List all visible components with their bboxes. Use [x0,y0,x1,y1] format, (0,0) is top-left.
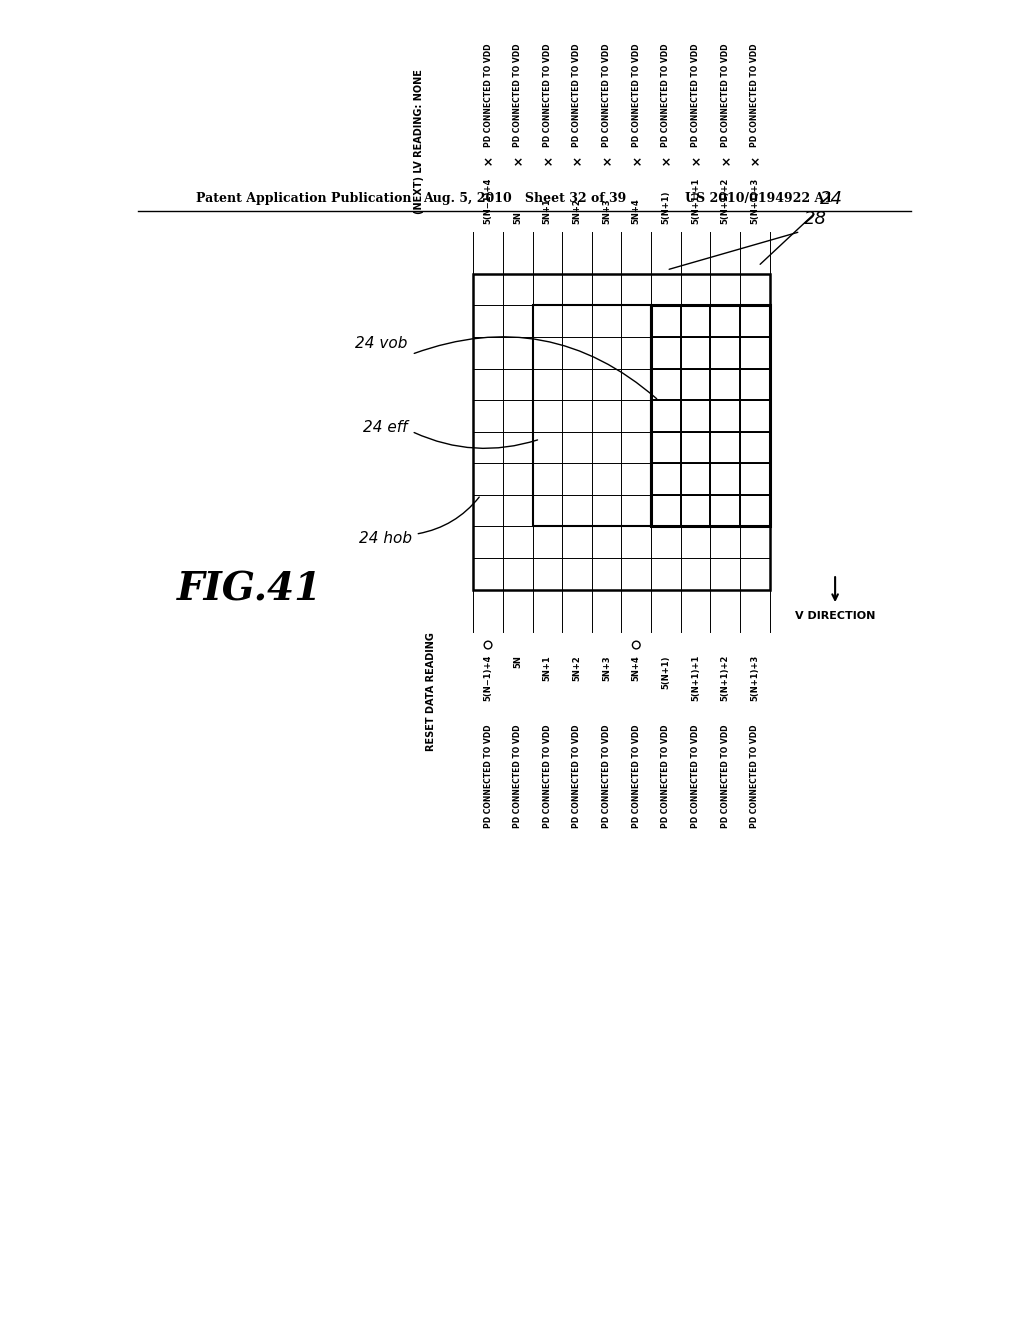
Text: 5(N−1)+4: 5(N−1)+4 [483,177,493,224]
Text: 5(N+1)+1: 5(N+1)+1 [691,655,700,701]
Bar [473,275,770,590]
Text: 5N: 5N [513,211,522,224]
Text: 5N+3: 5N+3 [602,198,611,224]
Bar [651,305,770,527]
Text: 5N+1: 5N+1 [543,198,552,224]
Text: PD CONNECTED TO VDD: PD CONNECTED TO VDD [751,44,760,147]
Text: 5N+1: 5N+1 [543,655,552,681]
Text: PD CONNECTED TO VDD: PD CONNECTED TO VDD [543,725,552,828]
Text: ×: × [660,156,671,169]
Text: 24 vob: 24 vob [355,335,408,351]
Text: Patent Application Publication: Patent Application Publication [196,191,412,205]
Text: ×: × [690,156,700,169]
Text: 5(N+1)+1: 5(N+1)+1 [691,177,700,224]
Text: 5(N+1): 5(N+1) [662,190,671,224]
Text: PD CONNECTED TO VDD: PD CONNECTED TO VDD [483,725,493,828]
Text: (NEXT) LV READING: NONE: (NEXT) LV READING: NONE [415,69,424,214]
Text: ×: × [720,156,730,169]
Bar [532,305,651,527]
Text: RESET DATA READING: RESET DATA READING [426,632,436,751]
Text: PD CONNECTED TO VDD: PD CONNECTED TO VDD [602,725,611,828]
Text: 24 hob: 24 hob [358,531,412,545]
Text: ×: × [750,156,760,169]
Text: US 2010/0194922 A1: US 2010/0194922 A1 [685,191,833,205]
Text: PD CONNECTED TO VDD: PD CONNECTED TO VDD [721,44,730,147]
Text: 5(N+1)+3: 5(N+1)+3 [751,178,760,224]
Text: PD CONNECTED TO VDD: PD CONNECTED TO VDD [691,725,700,828]
Text: PD CONNECTED TO VDD: PD CONNECTED TO VDD [662,725,671,828]
Text: PD CONNECTED TO VDD: PD CONNECTED TO VDD [513,44,522,147]
Text: ×: × [482,156,494,169]
Text: PD CONNECTED TO VDD: PD CONNECTED TO VDD [572,725,582,828]
Text: 24: 24 [819,190,843,209]
Text: PD CONNECTED TO VDD: PD CONNECTED TO VDD [572,44,582,147]
Text: 24 eff: 24 eff [364,420,408,436]
Text: 5N+3: 5N+3 [602,655,611,681]
Text: ×: × [542,156,553,169]
Text: ×: × [512,156,523,169]
Text: PD CONNECTED TO VDD: PD CONNECTED TO VDD [751,725,760,828]
Text: PD CONNECTED TO VDD: PD CONNECTED TO VDD [632,725,641,828]
Text: PD CONNECTED TO VDD: PD CONNECTED TO VDD [543,44,552,147]
Text: Aug. 5, 2010   Sheet 32 of 39: Aug. 5, 2010 Sheet 32 of 39 [423,191,627,205]
Text: 5N: 5N [513,655,522,668]
Text: ×: × [601,156,612,169]
Text: PD CONNECTED TO VDD: PD CONNECTED TO VDD [691,44,700,147]
Text: 5(N−1)+4: 5(N−1)+4 [483,655,493,701]
Text: FIG.41: FIG.41 [177,570,323,609]
Text: PD CONNECTED TO VDD: PD CONNECTED TO VDD [721,725,730,828]
Text: ×: × [571,156,583,169]
Text: PD CONNECTED TO VDD: PD CONNECTED TO VDD [483,44,493,147]
Text: 5N+2: 5N+2 [572,198,582,224]
Text: ×: × [631,156,641,169]
Text: PD CONNECTED TO VDD: PD CONNECTED TO VDD [513,725,522,828]
Text: V DIRECTION: V DIRECTION [795,611,876,622]
Text: 5N+2: 5N+2 [572,655,582,681]
Text: 28: 28 [804,210,827,227]
Text: 5N+4: 5N+4 [632,198,641,224]
Text: PD CONNECTED TO VDD: PD CONNECTED TO VDD [602,44,611,147]
Text: PD CONNECTED TO VDD: PD CONNECTED TO VDD [662,44,671,147]
Text: 5N+4: 5N+4 [632,655,641,681]
Text: PD CONNECTED TO VDD: PD CONNECTED TO VDD [632,44,641,147]
Text: 5(N+1)+2: 5(N+1)+2 [721,655,730,701]
Text: 5(N+1)+3: 5(N+1)+3 [751,655,760,701]
Text: 5(N+1)+2: 5(N+1)+2 [721,177,730,224]
Text: 5(N+1): 5(N+1) [662,655,671,689]
